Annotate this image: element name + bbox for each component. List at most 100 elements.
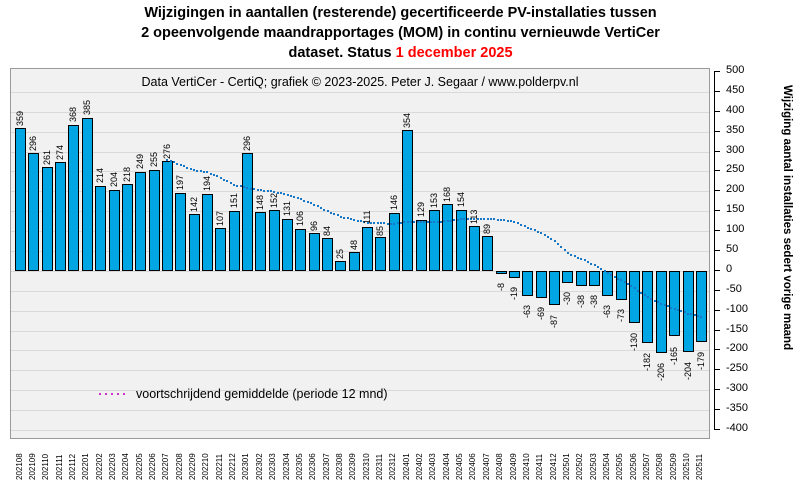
x-tick-label-202501: 202501 — [561, 453, 571, 480]
y-tick-label--150: -150 — [726, 323, 749, 335]
gridline — [11, 430, 709, 431]
x-tick-label-202503: 202503 — [588, 453, 598, 480]
moving-average-dot — [176, 162, 179, 165]
moving-average-dot — [450, 219, 452, 222]
y-tick-mark — [714, 290, 720, 291]
bar-202311 — [375, 237, 387, 271]
bar-value-label: 146 — [388, 195, 399, 211]
moving-average-dot — [319, 206, 322, 209]
moving-average-dot — [516, 222, 519, 225]
bar-202408 — [495, 270, 507, 275]
moving-average-dot — [576, 256, 579, 259]
legend-label: voortschrijdend gemiddelde (periode 12 m… — [136, 387, 388, 401]
legend-dotted-swatch — [99, 393, 129, 395]
moving-average-dot — [253, 188, 256, 190]
bar-value-label: 218 — [121, 166, 132, 182]
x-tick-label-202111: 202111 — [54, 454, 64, 480]
moving-average-dot — [553, 239, 556, 242]
moving-average-dot — [580, 257, 583, 260]
moving-average-dot — [379, 222, 382, 225]
moving-average-dot — [506, 219, 509, 222]
moving-average-dot — [446, 220, 449, 222]
moving-average-dot — [590, 262, 593, 265]
y-tick-mark — [714, 429, 720, 430]
x-tick-label-202309: 202309 — [348, 453, 358, 480]
moving-average-dot — [279, 192, 282, 195]
x-tick-label-202211: 202211 — [214, 453, 224, 480]
bar-202403 — [428, 210, 440, 271]
moving-average-dot — [179, 163, 182, 166]
moving-average-dot — [323, 208, 326, 211]
y-tick-mark — [714, 111, 720, 112]
moving-average-dot — [246, 186, 249, 189]
bar-202202 — [95, 185, 107, 271]
moving-average-dot — [650, 298, 653, 301]
moving-average-dot — [356, 219, 359, 222]
moving-average-dot — [286, 193, 289, 196]
bar-value-label: 142 — [188, 196, 199, 212]
y-tick-label-450: 450 — [726, 84, 745, 96]
moving-average-dot — [313, 203, 316, 206]
gridline — [11, 331, 709, 332]
y-tick-label-50: 50 — [726, 243, 739, 255]
x-tick-label-202505: 202505 — [615, 453, 625, 480]
bar-202203 — [108, 189, 120, 271]
bar-202205 — [135, 171, 147, 271]
moving-average-dot — [403, 221, 406, 224]
x-tick-label-202203: 202203 — [108, 453, 117, 480]
moving-average-dot — [269, 190, 272, 193]
x-tick-label-202401: 202401 — [401, 453, 411, 480]
x-tick-label-202204: 202204 — [121, 453, 131, 480]
bar-202502 — [575, 270, 587, 286]
y-axis-title: Wijziging aantal installaties sedert vor… — [781, 85, 793, 351]
bar-value-label: -130 — [629, 332, 640, 351]
y-tick-label-400: 400 — [726, 104, 745, 116]
moving-average-dot — [373, 222, 376, 224]
moving-average-dot — [169, 159, 172, 162]
moving-average-dot — [687, 312, 689, 315]
moving-average-dot — [610, 273, 613, 276]
legend-dot — [105, 393, 107, 395]
x-tick-label-202208: 202208 — [174, 453, 184, 480]
y-tick-mark — [714, 91, 720, 92]
moving-average-dot — [456, 218, 459, 221]
moving-average-dot — [213, 174, 216, 176]
moving-average-dot — [653, 299, 656, 302]
moving-average-dot — [523, 225, 526, 228]
x-tick-label-202212: 202212 — [228, 453, 238, 480]
bar-202409 — [508, 270, 520, 279]
moving-average-dot — [206, 171, 209, 174]
moving-average-dot — [369, 221, 372, 224]
bar-value-label: 89 — [482, 223, 493, 234]
bar-202508 — [655, 270, 667, 353]
moving-average-dot — [550, 237, 553, 240]
moving-average-dot — [563, 249, 566, 252]
moving-average-dot — [503, 219, 506, 222]
moving-average-dot — [196, 169, 199, 172]
x-tick-label-202303: 202303 — [268, 453, 278, 480]
moving-average-dot — [500, 218, 503, 221]
bar-value-label: -8 — [495, 283, 506, 292]
x-tick-label-202407: 202407 — [481, 453, 491, 480]
moving-average-dot — [400, 221, 402, 224]
moving-average-dot — [433, 221, 436, 224]
moving-average-dot — [416, 221, 419, 224]
moving-average-dot — [600, 268, 603, 270]
bar-value-label: 204 — [108, 172, 119, 188]
legend-dot — [111, 393, 113, 395]
gridline — [11, 390, 709, 391]
bar-value-label: 194 — [201, 176, 212, 192]
moving-average-dot — [677, 309, 679, 311]
chart-main-title: Wijzigingen in aantallen (resterende) ge… — [0, 3, 801, 63]
moving-average-dot — [333, 212, 336, 215]
gridline — [11, 410, 709, 411]
moving-average-dot — [630, 285, 633, 288]
moving-average-dot — [526, 226, 529, 229]
bar-value-label: 276 — [161, 143, 172, 159]
bar-value-label: -19 — [508, 287, 519, 301]
bar-202412 — [549, 270, 560, 306]
x-tick-label-202404: 202404 — [441, 453, 451, 480]
y-tick-label--200: -200 — [726, 342, 749, 354]
moving-average-dot — [390, 222, 392, 225]
